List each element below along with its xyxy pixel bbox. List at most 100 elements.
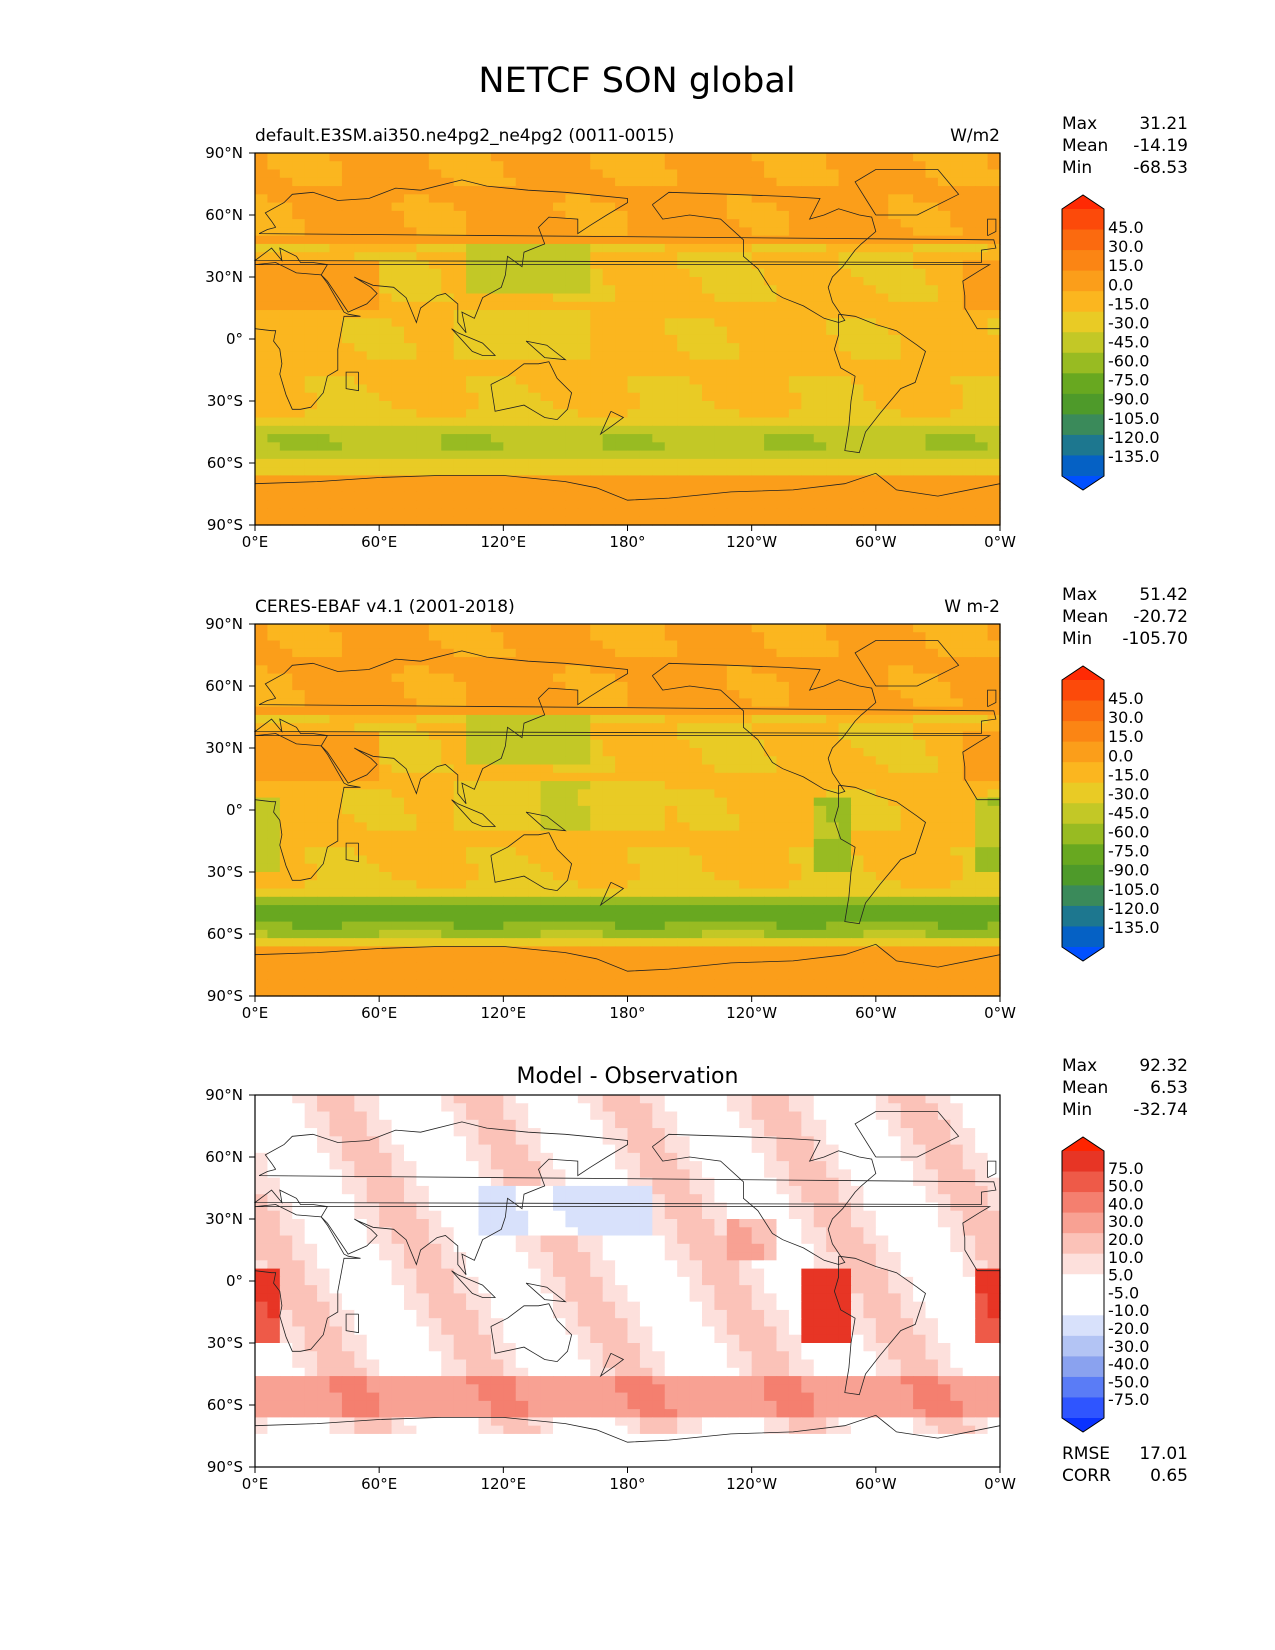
field-cell: [466, 714, 480, 724]
stat-value-mean: -14.19: [1133, 136, 1188, 156]
field-cell: [590, 252, 604, 262]
field-cell: [937, 310, 951, 319]
field-cell: [826, 822, 840, 832]
field-cell: [801, 632, 815, 642]
field-cell: [478, 243, 492, 253]
field-cell: [615, 706, 629, 716]
field-cell: [875, 450, 889, 460]
field-cell: [950, 409, 964, 419]
field-cell: [751, 367, 765, 377]
field-cell: [366, 888, 380, 898]
field-cell: [565, 632, 579, 642]
field-cell: [416, 838, 430, 848]
field-cell: [627, 458, 641, 468]
field-cell: [851, 772, 865, 782]
field-cell: [490, 401, 504, 410]
field-cell: [652, 219, 666, 228]
field-cell: [478, 334, 492, 344]
field-cell: [776, 690, 790, 699]
field-cell: [341, 706, 355, 716]
field-cell: [515, 814, 529, 823]
field-cell: [565, 310, 579, 319]
field-cell: [888, 516, 902, 526]
field-cell: [639, 516, 653, 526]
field-cell: [937, 268, 951, 278]
field-cell: [627, 739, 641, 749]
field-cell: [788, 227, 802, 237]
field-cell: [391, 153, 405, 162]
field-cell: [639, 830, 653, 840]
field-cell: [962, 268, 976, 278]
field-cell: [466, 789, 480, 799]
field-cell: [813, 822, 827, 832]
field-cell: [503, 425, 517, 435]
field-cell: [441, 475, 455, 485]
field-cell: [279, 905, 293, 914]
field-cell: [441, 690, 455, 699]
field-cell: [714, 219, 728, 228]
field-cell: [404, 830, 418, 840]
field-cell: [875, 409, 889, 419]
field-cell: [714, 277, 728, 286]
field-cell: [304, 483, 318, 493]
field-cell: [652, 442, 666, 452]
field-cell: [602, 855, 616, 865]
field-cell: [801, 384, 815, 394]
field-cell: [826, 681, 840, 691]
field-cell: [540, 219, 554, 228]
field-cell: [553, 516, 567, 526]
field-cell: [677, 310, 691, 319]
field-cell: [801, 401, 815, 410]
field-cell: [416, 334, 430, 344]
field-cell: [702, 442, 716, 452]
field-cell: [925, 905, 939, 914]
field-cell: [764, 880, 778, 890]
field-cell: [838, 698, 852, 708]
field-cell: [776, 648, 790, 658]
field-cell: [404, 781, 418, 790]
field-cell: [702, 202, 716, 212]
field-cell: [900, 235, 914, 245]
field-cell: [627, 863, 641, 873]
field-cell: [776, 781, 790, 790]
field-cell: [838, 169, 852, 179]
field-cell: [441, 706, 455, 716]
field-cell: [838, 805, 852, 815]
field-cell: [441, 169, 455, 179]
field-cell: [404, 277, 418, 286]
field-cell: [503, 450, 517, 460]
field-cell: [304, 814, 318, 823]
field-cell: [664, 351, 678, 361]
field-cell: [664, 467, 678, 476]
field-cell: [726, 698, 740, 708]
field-cell: [317, 880, 331, 890]
field-cell: [466, 219, 480, 228]
field-cell: [602, 772, 616, 782]
field-cell: [503, 508, 517, 518]
field-cell: [577, 516, 591, 526]
field-cell: [577, 227, 591, 237]
field-cell: [962, 285, 976, 295]
field-cell: [751, 186, 765, 195]
field-cell: [776, 235, 790, 245]
field-cell: [441, 467, 455, 476]
field-cell: [677, 442, 691, 452]
field-cell: [714, 863, 728, 873]
field-cell: [565, 855, 579, 865]
field-cell: [341, 657, 355, 666]
field-cell: [565, 698, 579, 708]
field-cell: [428, 863, 442, 873]
field-cell: [255, 334, 269, 344]
field-cell: [826, 706, 840, 716]
field-cell: [615, 847, 629, 857]
field-cell: [391, 516, 405, 526]
field-cell: [441, 632, 455, 642]
field-cell: [540, 855, 554, 865]
field-cell: [826, 830, 840, 840]
field-cell: [304, 442, 318, 452]
field-cell: [739, 632, 753, 642]
colorbar-band: [1062, 414, 1104, 436]
field-cell: [875, 723, 889, 733]
field-cell: [987, 913, 1001, 923]
field-cell: [466, 169, 480, 179]
